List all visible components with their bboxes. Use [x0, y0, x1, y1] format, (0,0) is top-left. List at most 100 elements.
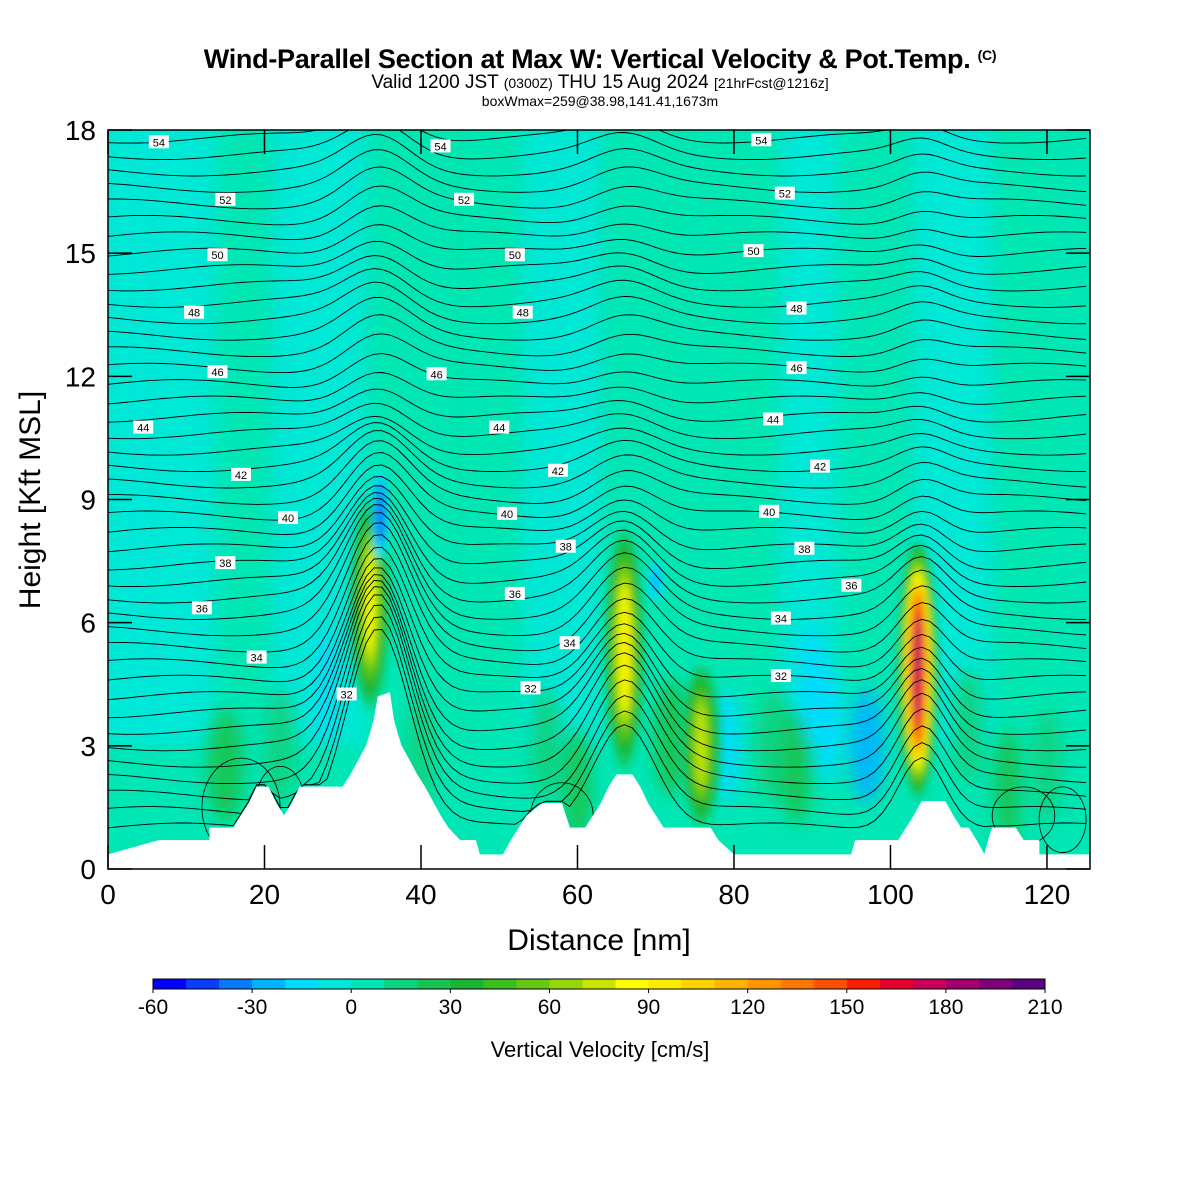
isentrope [108, 504, 1087, 620]
terrain [108, 692, 1090, 869]
contour-label: 34 [770, 611, 791, 626]
valid-utc: (0300Z) [503, 75, 553, 91]
contour-label: 42 [231, 467, 252, 482]
isentrope [108, 297, 1087, 341]
contour-label-text: 38 [219, 558, 231, 570]
contour-label-text: 40 [501, 509, 513, 521]
contour-label: 52 [774, 186, 795, 201]
colorbar-label: 180 [928, 996, 963, 1019]
x-tick-label: 80 [718, 879, 749, 910]
contour-label-text: 36 [845, 581, 857, 593]
x-tick-label: 100 [867, 879, 914, 910]
colorbar-swatch [351, 979, 385, 989]
contour-label: 40 [497, 506, 518, 521]
contour-label: 32 [770, 669, 791, 683]
isentrope [108, 512, 1087, 637]
contour-label: 36 [841, 578, 862, 593]
copyright-mark: (C) [977, 47, 997, 63]
colorbar-swatch [978, 979, 1013, 989]
contour-label-text: 50 [211, 250, 223, 262]
isentrope [108, 281, 1087, 325]
contour-label-text: 52 [219, 195, 231, 207]
isentrope [108, 464, 1087, 535]
contour-label: 52 [454, 192, 475, 207]
colorbar: -60 -30 0 30 60 90 120 150 180 210 [138, 978, 1063, 1019]
contour-label-text: 52 [458, 195, 470, 207]
x-tick-label: 20 [249, 879, 280, 910]
isentrope [108, 579, 1087, 752]
colorbar-label: 0 [345, 996, 357, 1019]
colorbar-swatch [186, 979, 220, 989]
isentrope [108, 452, 1087, 521]
colorbar-swatch [747, 979, 782, 989]
isentrope [108, 586, 1087, 768]
contour-label-text: 50 [509, 250, 521, 262]
colorbar-swatch [219, 979, 253, 989]
contour-label-text: 54 [153, 137, 165, 149]
y-tick-label: 6 [80, 608, 96, 639]
y-tick-label: 3 [80, 731, 96, 762]
colorbar-swatch [516, 979, 550, 989]
colorbar-label: 90 [637, 996, 660, 1019]
contour-label: 46 [426, 367, 447, 381]
contour-label-text: 38 [798, 544, 810, 556]
colorbar-swatch [252, 979, 286, 989]
contour-label: 46 [207, 365, 228, 379]
chart-subtitle-valid: Valid 1200 JST (0300Z) THU 15 Aug 2024 [… [0, 72, 1200, 94]
isentrope [108, 255, 1087, 292]
isentrope [108, 185, 1087, 226]
isentrope [108, 430, 1087, 489]
colorbar-swatch [582, 979, 617, 989]
colorbar-swatch [318, 979, 352, 989]
contour-label: 50 [504, 248, 525, 262]
contour-label-text: 38 [560, 542, 572, 554]
contour-label-text: 42 [552, 466, 564, 478]
contour-label-text: 44 [493, 423, 505, 435]
contour-label-text: 42 [814, 462, 826, 474]
colorbar-swatch [549, 979, 583, 989]
isentrope [108, 224, 1087, 257]
y-tick-label: 9 [80, 485, 96, 516]
contour-label: 40 [277, 510, 298, 525]
isentrope [108, 558, 1087, 701]
contour-label: 42 [810, 459, 831, 474]
colorbar-label: 120 [730, 996, 765, 1019]
contour-label: 44 [489, 420, 510, 435]
contour-label-text: 46 [790, 363, 802, 375]
y-axis-label: Height [Kft MSL] [14, 391, 47, 609]
contour-label-text: 54 [434, 141, 446, 153]
contour-label: 38 [555, 539, 576, 554]
colorbar-swatch [615, 979, 650, 989]
isentrope [108, 388, 1087, 423]
isentrope [108, 58, 1086, 92]
isentrope [108, 415, 1087, 456]
contour-label: 42 [547, 463, 568, 478]
isentrope [108, 567, 1087, 719]
contour-label: 36 [191, 601, 212, 615]
contour-label-text: 32 [341, 690, 353, 702]
contour-label: 40 [759, 504, 780, 519]
contour-label-text: 40 [282, 513, 294, 525]
contour-label: 34 [246, 650, 267, 665]
contour-label-text: 42 [235, 470, 247, 482]
contour-label-text: 46 [431, 369, 443, 381]
contour-label-text: 32 [524, 683, 536, 695]
plot-area: 54 54 54 52 52 52 50 50 50 48 48 48 46 46 46 44 44 44 42 42… [108, 58, 1090, 869]
isentrope [108, 149, 1087, 193]
isentrope [108, 476, 1087, 553]
contour-label: 48 [512, 305, 533, 320]
contour-label-text: 48 [790, 304, 802, 316]
w-core-4 [372, 466, 389, 562]
colorbar-swatch [813, 979, 848, 989]
contour-label: 34 [559, 636, 580, 650]
colorbar-swatch [285, 979, 319, 989]
colorbar-label: -30 [237, 996, 267, 1019]
contour-label: 46 [786, 361, 807, 375]
isentrope [108, 205, 1087, 241]
colorbar-swatch [879, 979, 914, 989]
colorbar-swatch [648, 979, 683, 989]
isentrope [108, 497, 1087, 604]
colorbar-swatch [384, 979, 418, 989]
colorbar-swatch [846, 979, 881, 989]
colorbar-label: -60 [138, 996, 168, 1019]
